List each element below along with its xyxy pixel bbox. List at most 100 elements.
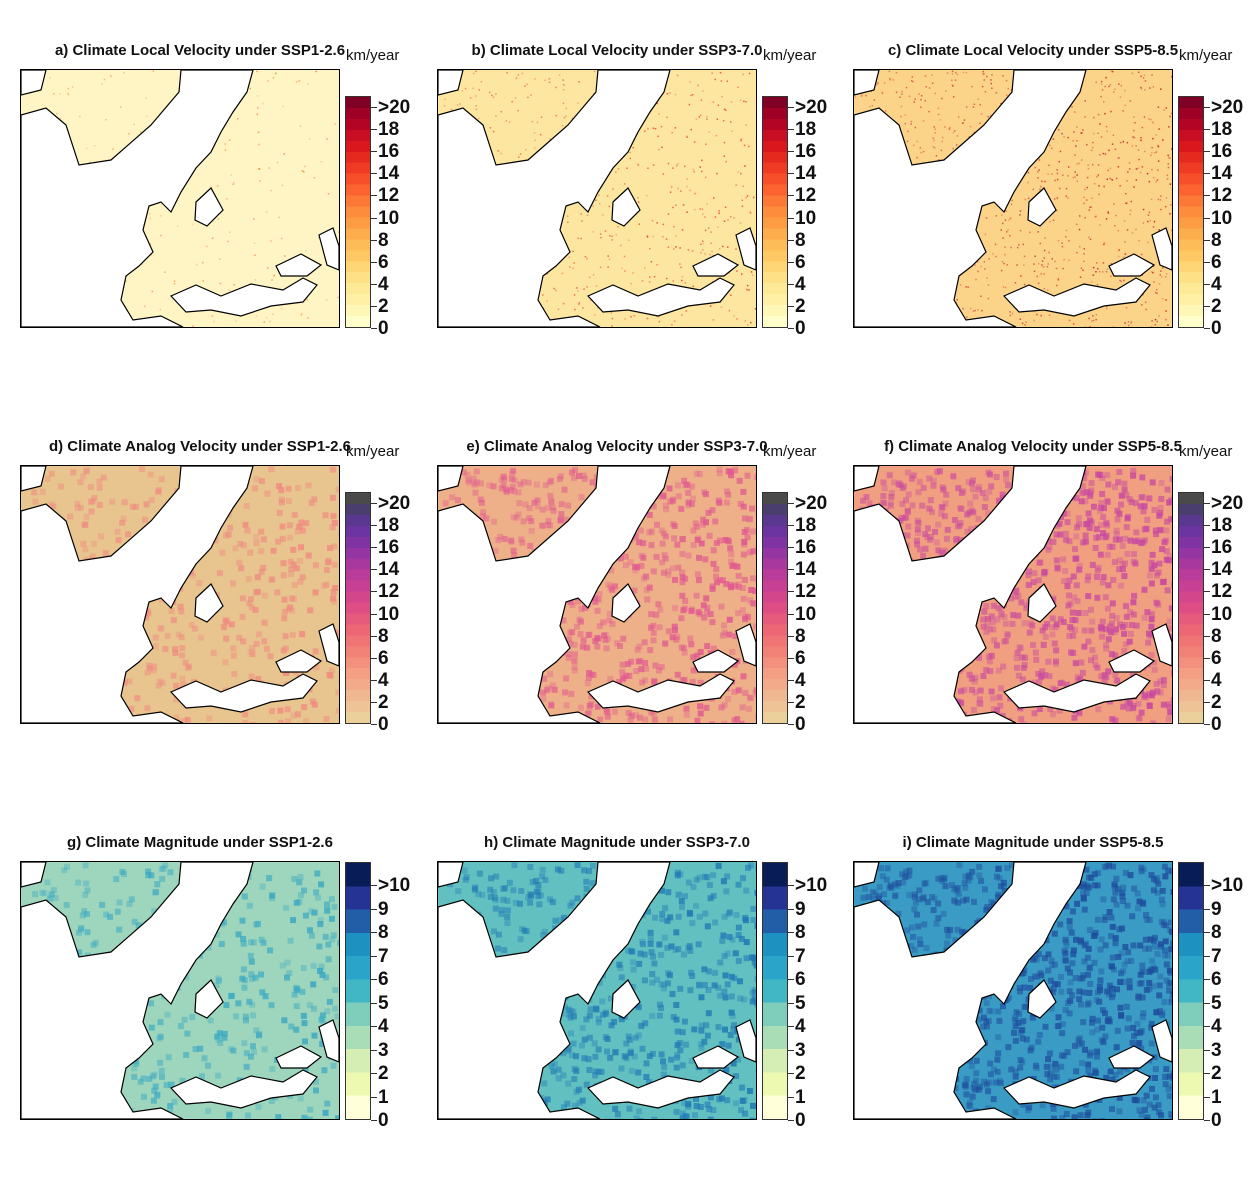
- data-cell: [938, 159, 940, 161]
- data-cell: [290, 546, 297, 553]
- data-cell: [1019, 676, 1026, 683]
- data-cell: [1126, 700, 1133, 707]
- data-cell: [1147, 632, 1154, 639]
- data-cell: [1125, 513, 1132, 520]
- colorbar-tick: [371, 591, 377, 593]
- data-cell: [228, 993, 234, 1000]
- data-cell: [216, 570, 223, 577]
- data-cell: [228, 231, 231, 233]
- data-cell: [727, 246, 729, 248]
- colorbar-tick: [1204, 525, 1210, 527]
- data-cell: [1160, 88, 1162, 90]
- data-cell: [973, 131, 976, 134]
- data-cell: [1100, 80, 1103, 83]
- data-cell: [612, 188, 614, 190]
- data-cell: [39, 889, 46, 896]
- data-cell: [745, 705, 752, 712]
- data-cell: [916, 479, 923, 485]
- data-cell: [642, 660, 648, 666]
- colorbar-tick: [1204, 547, 1210, 549]
- data-cell: [546, 300, 548, 302]
- data-cell: [696, 554, 702, 561]
- data-cell: [1125, 705, 1132, 712]
- data-cell: [1052, 219, 1055, 222]
- data-cell: [1088, 480, 1095, 486]
- data-cell: [1002, 222, 1004, 225]
- data-cell: [151, 663, 158, 670]
- data-cell: [1053, 557, 1060, 564]
- data-cell: [155, 488, 162, 495]
- data-cell: [571, 641, 578, 648]
- data-cell: [1159, 274, 1161, 276]
- data-cell: [633, 712, 640, 719]
- data-cell: [1092, 319, 1095, 322]
- data-cell: [1074, 176, 1076, 178]
- data-cell: [289, 607, 296, 614]
- data-cell: [534, 139, 536, 142]
- data-cell: [326, 138, 328, 140]
- data-cell: [647, 317, 649, 320]
- colorbar-tick: [371, 613, 377, 615]
- data-cell: [189, 572, 196, 579]
- data-cell: [1164, 587, 1171, 594]
- data-cell: [1073, 495, 1080, 502]
- data-cell: [1148, 211, 1151, 214]
- data-cell: [1163, 556, 1170, 563]
- data-cell: [510, 514, 517, 521]
- data-cell: [1042, 672, 1049, 679]
- data-cell: [542, 482, 549, 489]
- data-cell: [142, 516, 148, 523]
- data-cell: [240, 966, 247, 973]
- data-cell: [1055, 284, 1058, 287]
- data-cell: [114, 528, 121, 535]
- data-cell: [1169, 115, 1171, 118]
- data-cell: [550, 507, 557, 514]
- data-cell: [674, 127, 677, 129]
- data-cell: [717, 226, 719, 228]
- data-cell: [710, 547, 717, 554]
- data-cell: [261, 619, 268, 626]
- data-cell: [1135, 145, 1137, 147]
- map-panel: b) Climate Local Velocity under SSP3-7.0…: [437, 42, 837, 342]
- data-cell: [1098, 193, 1100, 196]
- data-cell: [1164, 276, 1167, 278]
- data-cell: [1037, 559, 1044, 566]
- data-cell: [93, 145, 96, 147]
- data-cell: [924, 99, 926, 102]
- data-cell: [722, 120, 725, 122]
- data-cell: [1130, 702, 1137, 709]
- colorbar-tick-label: 18: [1211, 515, 1233, 537]
- data-cell: [103, 911, 110, 918]
- data-cell: [1070, 632, 1077, 639]
- data-cell: [983, 73, 985, 75]
- data-cell: [573, 262, 575, 264]
- data-cell: [1118, 492, 1125, 499]
- data-cell: [120, 515, 127, 522]
- data-cell: [139, 131, 142, 133]
- data-cell: [253, 589, 260, 596]
- data-cell: [1057, 239, 1060, 242]
- data-cell: [879, 499, 886, 506]
- data-cell: [1104, 551, 1111, 558]
- data-cell: [990, 602, 997, 609]
- data-cell: [1141, 253, 1143, 256]
- data-cell: [165, 1054, 172, 1061]
- data-cell: [1127, 171, 1129, 173]
- data-cell: [297, 578, 304, 585]
- data-cell: [1150, 326, 1153, 327]
- data-cell: [747, 324, 749, 326]
- data-cell: [89, 161, 91, 163]
- data-cell: [1099, 123, 1101, 125]
- data-cell: [300, 965, 307, 971]
- data-cell: [329, 466, 336, 473]
- data-cell: [926, 475, 933, 482]
- data-cell: [592, 231, 594, 233]
- data-cell: [293, 565, 300, 572]
- data-cell: [324, 1100, 331, 1107]
- data-cell: [1082, 521, 1089, 528]
- colorbar-tick-label: 8: [795, 229, 806, 251]
- colorbar-tick-label: 0: [378, 1110, 389, 1131]
- data-cell: [665, 628, 672, 635]
- data-cell: [577, 631, 584, 638]
- data-cell: [1043, 273, 1045, 275]
